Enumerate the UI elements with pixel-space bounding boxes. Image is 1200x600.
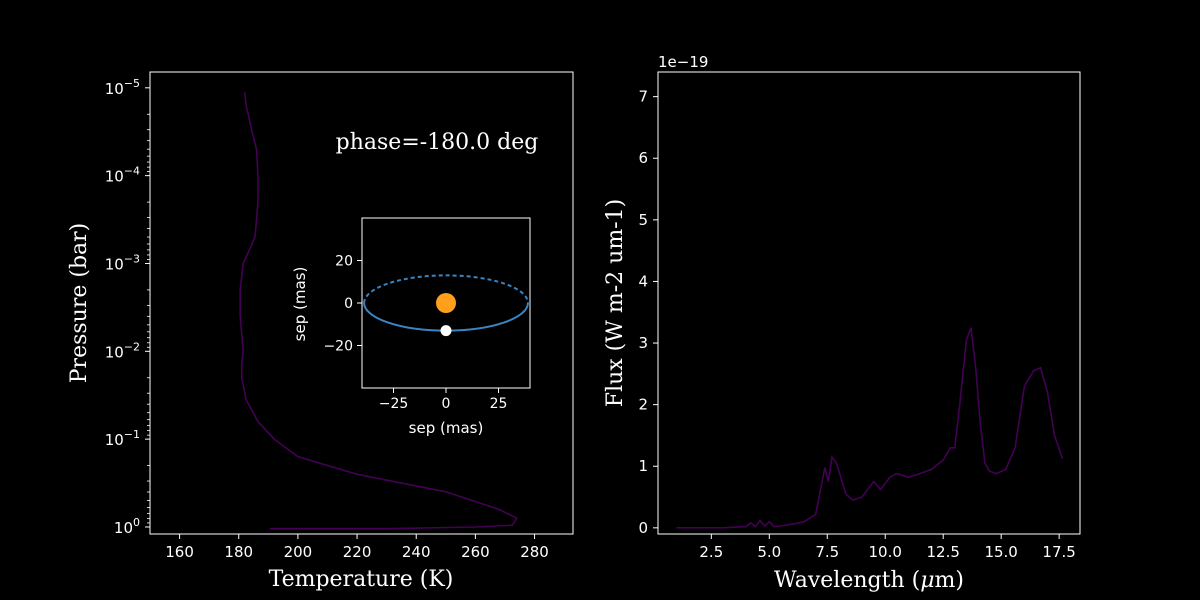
inset-x-tick-label: 0 [442,396,451,412]
left-x-axis-label: Temperature (K) [269,567,454,592]
left-minor-ticks [147,113,150,524]
left-x-tick-label: 160 [165,543,194,561]
right-y-tick-label: 4 [638,272,648,290]
right-y-tick-label: 5 [638,211,648,229]
phase-annotation: phase=-180.0 deg [336,130,539,155]
inset-x-ticks: −25 0 25 [379,388,508,412]
left-y-ticks: 100 10−1 10−2 10−3 10−4 10−5 [105,77,150,537]
temperature-profile-line [239,92,518,530]
star-marker [436,293,456,313]
temperature-pressure-panel: 160 180 200 220 240 260 280 10010−110−210−310−… [67,71,574,592]
orbit-inset: −25 0 25 20 0 −20 sep (mas) sep (mas) [291,217,531,437]
right-y-ticks: 0 1 2 3 4 5 6 7 [638,88,658,537]
right-x-tick-label: 2.5 [699,543,723,561]
right-x-tick-label: 17.5 [1042,543,1075,561]
right-x-tick-label: 15.0 [984,543,1017,561]
left-x-ticks: 160 180 200 220 240 260 280 [165,534,549,561]
left-x-tick-label: 200 [284,543,313,561]
offset-label: 1e−19 [658,53,708,71]
inset-y-ticks: 20 0 −20 [323,254,362,355]
left-y-tick-label: 100 [114,516,140,537]
left-x-tick-label: 180 [224,543,253,561]
right-x-ticks: 2.5 5.0 7.5 10.0 12.5 15.0 17.5 [699,534,1076,561]
right-axes-frame [657,71,1081,535]
inset-x-axis-label: sep (mas) [409,419,484,437]
inset-y-tick-label: 20 [335,254,353,270]
xlabel-end: m) [935,568,964,593]
inset-y-axis-label: sep (mas) [291,267,309,342]
right-y-tick-label: 2 [638,396,648,414]
right-y-tick-label: 0 [638,519,648,537]
left-y-tick-label: 10−2 [105,340,140,361]
right-x-tick-label: 7.5 [815,543,839,561]
left-y-axis-label: Pressure (bar) [67,223,92,384]
inset-x-tick-label: −25 [379,396,409,412]
left-y-tick-label: 10−4 [105,165,140,186]
xlabel-mu: μ [920,568,934,593]
spectrum-panel: 2.5 5.0 7.5 10.0 12.5 15.0 17.5 0 1 2 3 4 5 6 7 1e−19… [603,53,1081,593]
inset-y-tick-label: −20 [323,339,353,355]
orbit-far-side [363,274,529,304]
right-y-tick-label: 7 [638,88,648,106]
left-x-tick-label: 280 [520,543,549,561]
flux-spectrum-line [676,327,1064,529]
left-y-tick-label: 10−3 [105,252,140,273]
right-y-axis-label: Flux (W m-2 um-1) [603,199,628,407]
left-y-tick-label: 10−1 [105,428,140,449]
right-y-tick-label: 6 [638,149,648,167]
left-y-tick-label: 10−5 [105,77,140,98]
inset-x-tick-label: 25 [490,396,508,412]
right-y-tick-label: 3 [638,334,648,352]
left-axes-frame [149,71,574,535]
inset-y-tick-label: 0 [344,296,353,312]
xlabel-main: Wavelength ( [774,568,920,593]
right-x-tick-label: 5.0 [757,543,781,561]
right-y-tick-label: 1 [638,457,648,475]
left-x-tick-label: 240 [402,543,431,561]
left-x-tick-label: 220 [343,543,372,561]
right-x-tick-label: 10.0 [869,543,902,561]
left-x-tick-label: 260 [461,543,490,561]
right-x-axis-label: Wavelength (μm) [774,568,964,593]
right-x-tick-label: 12.5 [926,543,959,561]
planet-marker [440,325,452,337]
